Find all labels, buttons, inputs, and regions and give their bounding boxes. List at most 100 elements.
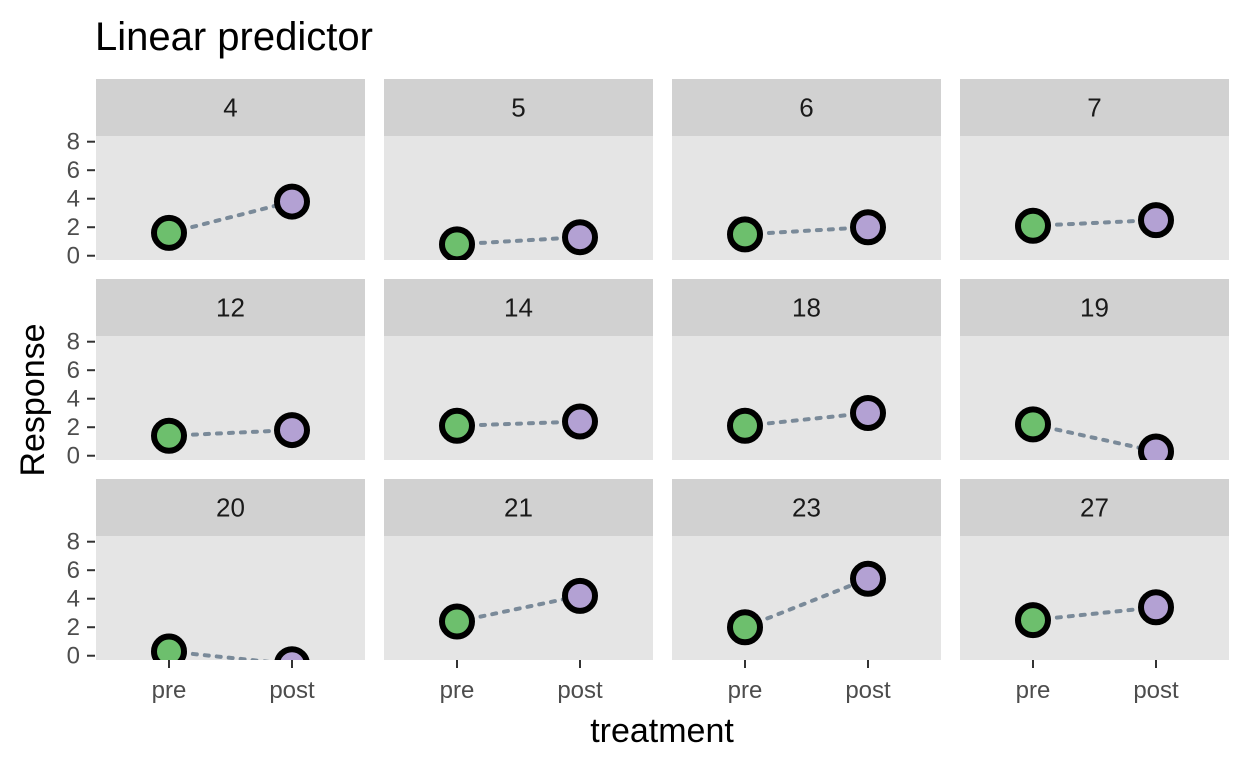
facet-strip-label: 20 xyxy=(216,493,245,523)
y-tick-label: 4 xyxy=(67,186,80,213)
facet-panel: 21 xyxy=(384,479,653,660)
connector-line xyxy=(1031,218,1158,228)
y-axis-title: Response xyxy=(14,323,52,476)
facet-strip xyxy=(96,279,365,336)
facet-strip-label: 18 xyxy=(792,293,821,323)
facet-plot-area xyxy=(672,336,941,460)
y-tick-label: 8 xyxy=(67,529,80,556)
x-axis: pre post xyxy=(152,660,315,704)
facet-strip-label: 5 xyxy=(511,93,525,123)
facet-panel: 12 xyxy=(96,279,365,460)
connector-line xyxy=(743,576,870,630)
facet-panel: 19 xyxy=(960,279,1229,460)
x-axes: pre post pre post pre post pre post xyxy=(152,660,1179,704)
facet-plot-area xyxy=(672,136,941,260)
y-tick-label: 2 xyxy=(67,214,80,241)
facet-strip-label: 4 xyxy=(223,93,237,123)
pre-point xyxy=(151,417,187,454)
pre-point xyxy=(727,609,763,646)
facet-panel: 5 xyxy=(384,79,653,260)
facet-panel: 6 xyxy=(672,79,941,260)
facet-plot-area xyxy=(384,536,653,660)
facet-strip-label: 12 xyxy=(216,293,245,323)
post-point xyxy=(850,394,886,431)
connector-line xyxy=(455,235,582,247)
facet-strip-label: 7 xyxy=(1087,93,1101,123)
connector-line xyxy=(455,419,582,428)
facet-plot-area xyxy=(384,336,653,460)
pre-point xyxy=(727,407,763,444)
facet-strip-label: 14 xyxy=(504,293,533,323)
post-point xyxy=(850,209,886,246)
facet-plot-area xyxy=(672,536,941,660)
post-point xyxy=(274,646,310,660)
facet-strip-label: 21 xyxy=(504,493,533,523)
x-tick-label: post xyxy=(1133,677,1179,704)
pre-point xyxy=(439,407,475,444)
x-tick-label: pre xyxy=(728,677,763,704)
facet-strip xyxy=(384,279,653,336)
facet-strip xyxy=(960,79,1229,136)
x-axis-title: treatment xyxy=(590,712,734,750)
x-tick-label: post xyxy=(269,677,315,704)
facet-strip-label: 19 xyxy=(1080,293,1109,323)
facet-strip xyxy=(672,479,941,536)
connector-line xyxy=(167,649,271,660)
x-tick-label: post xyxy=(845,677,891,704)
facet-strip-label: 23 xyxy=(792,493,821,523)
facet-plot-area xyxy=(960,136,1229,260)
post-point xyxy=(850,560,886,597)
facet-panel: 4 xyxy=(96,79,365,260)
facet-strip xyxy=(672,79,941,136)
facet-strip xyxy=(96,479,365,536)
facet-strip xyxy=(960,479,1229,536)
post-point xyxy=(562,403,598,440)
facet-panel: 18 xyxy=(672,279,941,460)
connector-line xyxy=(1031,422,1158,454)
pre-point xyxy=(727,216,763,253)
pre-point xyxy=(1015,207,1051,244)
facet-plot-area xyxy=(960,536,1229,660)
y-tick-label: 6 xyxy=(67,557,80,584)
facet-strip xyxy=(96,79,365,136)
connector-line xyxy=(167,428,294,438)
facet-strip-label: 6 xyxy=(799,93,813,123)
x-tick-label: pre xyxy=(1016,677,1051,704)
connector-line xyxy=(743,410,870,428)
x-tick-label: post xyxy=(557,677,603,704)
connector-line xyxy=(743,225,870,237)
x-tick-label: pre xyxy=(440,677,475,704)
y-tick-label: 0 xyxy=(67,643,80,670)
y-tick-label: 0 xyxy=(67,443,80,470)
connector-line xyxy=(455,593,582,624)
facet-strip xyxy=(960,279,1229,336)
facet-strip xyxy=(384,479,653,536)
facet-plot-area xyxy=(96,336,365,460)
y-tick-label: 6 xyxy=(67,357,80,384)
post-point xyxy=(1138,433,1174,460)
x-axis: pre post xyxy=(440,660,603,704)
post-point xyxy=(562,219,598,256)
facet-panel: 14 xyxy=(384,279,653,460)
facet-plot-area xyxy=(96,536,365,660)
pre-point xyxy=(151,214,187,251)
y-tick-label: 4 xyxy=(67,586,80,613)
facet-plot-area xyxy=(960,336,1229,460)
post-point xyxy=(274,412,310,449)
y-tick-label: 0 xyxy=(67,243,80,270)
facet-panel: 27 xyxy=(960,479,1229,660)
x-axis: pre post xyxy=(1016,660,1179,704)
facet-panels: 4 5 6 7 12 14 18 19 20 21 23 27 xyxy=(96,79,1229,660)
pre-point xyxy=(439,603,475,640)
facet-strip xyxy=(672,279,941,336)
facet-panel: 7 xyxy=(960,79,1229,260)
pre-point xyxy=(1015,406,1051,443)
facet-strip-label: 27 xyxy=(1080,493,1109,523)
post-point xyxy=(274,183,310,220)
pre-point xyxy=(151,633,187,660)
x-tick-label: pre xyxy=(152,677,187,704)
